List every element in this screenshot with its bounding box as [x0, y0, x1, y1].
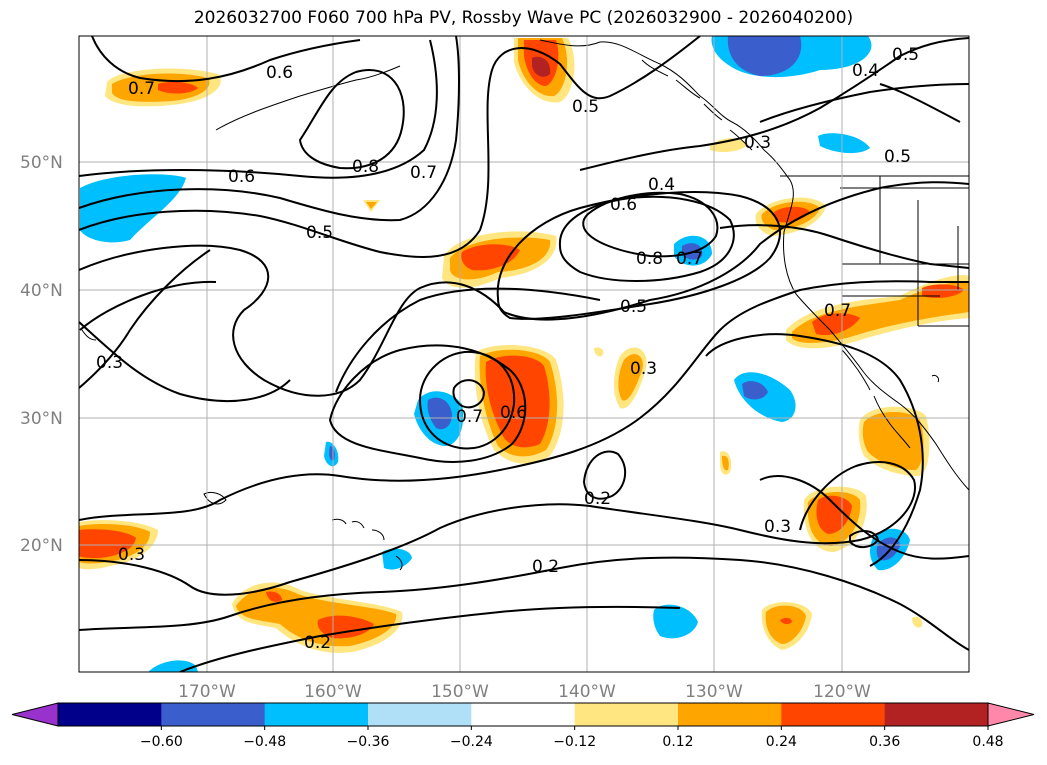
colorbar-tick-label: 0.48: [972, 734, 1003, 750]
colorbar-tick-label: −0.24: [450, 734, 493, 750]
colorbar-tick-label: 0.24: [766, 734, 797, 750]
lat-label-50n: 50°N: [20, 153, 63, 173]
colorbar-bin: [471, 703, 576, 726]
latitude-labels: 50°N 40°N 30°N 20°N: [20, 153, 63, 556]
contour-labels: 0.7 0.6 0.8 0.7 0.6 0.5 0.5 0.4 0.5 0.3 …: [96, 45, 919, 653]
lat-label-30n: 30°N: [20, 409, 63, 429]
lon-label-150w: 150°W: [431, 682, 489, 702]
contour-label: 0.7: [676, 249, 703, 269]
colorbar-bin: [264, 703, 369, 726]
pv-contours: [79, 36, 969, 672]
contour-label: 0.4: [648, 175, 675, 195]
contour-label: 0.5: [884, 147, 911, 167]
plot-area: 0.7 0.6 0.8 0.7 0.6 0.5 0.5 0.4 0.5 0.3 …: [79, 36, 969, 672]
colorbar-tick-label: 0.36: [869, 734, 900, 750]
contour-label: 0.3: [764, 517, 791, 537]
contour-label: 0.7: [410, 163, 437, 183]
colorbar-extend-high: [987, 702, 1035, 727]
contour-label: 0.2: [532, 557, 559, 577]
contour-label: 0.8: [352, 157, 379, 177]
lon-label-160w: 160°W: [304, 682, 362, 702]
colorbar-bin: [58, 703, 162, 726]
contour-label: 0.4: [852, 61, 879, 81]
colorbar-tick-label: −0.36: [347, 734, 390, 750]
contour-label: 0.6: [610, 195, 637, 215]
contour-label: 0.2: [584, 489, 611, 509]
contour-label: 0.5: [892, 45, 919, 65]
colorbar-bin: [884, 703, 989, 726]
contour-label: 0.7: [456, 407, 483, 427]
lon-label-140w: 140°W: [558, 682, 616, 702]
contour-label: 0.6: [266, 63, 293, 83]
filled-anomalies: [79, 36, 969, 672]
contour-label: 0.5: [572, 97, 599, 117]
lon-label-130w: 130°W: [685, 682, 743, 702]
contour-label: 0.5: [620, 297, 647, 317]
colorbar-tick-label: −0.48: [243, 734, 286, 750]
lon-label-170w: 170°W: [178, 682, 236, 702]
lon-label-120w: 120°W: [813, 682, 871, 702]
contour-label: 0.8: [636, 249, 663, 269]
contour-label: 0.3: [630, 359, 657, 379]
colorbar-bin: [161, 703, 266, 726]
map-title: 2026032700 F060 700 hPa PV, Rossby Wave …: [193, 8, 854, 28]
coastlines: [81, 39, 969, 571]
colorbar-tick-label: −0.60: [140, 734, 183, 750]
lat-label-40n: 40°N: [20, 281, 63, 301]
colorbar-frame: [57, 702, 989, 727]
contour-label: 0.5: [306, 223, 333, 243]
colorbar-extend-low: [11, 702, 59, 727]
contour-label: 0.6: [228, 167, 255, 187]
longitude-labels: 170°W 160°W 150°W 140°W 130°W 120°W: [178, 682, 871, 702]
contour-label: 0.3: [744, 133, 771, 153]
contour-label: 0.6: [500, 403, 527, 423]
colorbar-bin: [574, 703, 679, 726]
contour-label: 0.2: [304, 633, 331, 653]
colorbar: −0.60 −0.48 −0.36 −0.24 −0.12 0.12 0.24 0.36 0.4…: [11, 702, 1035, 750]
contour-label: 0.3: [96, 353, 123, 373]
lat-label-20n: 20°N: [20, 536, 63, 556]
contour-label: 0.7: [824, 301, 851, 321]
contour-label: 0.7: [128, 79, 155, 99]
plot-frame: [78, 35, 970, 673]
colorbar-bin: [368, 703, 472, 726]
colorbar-tick-label: 0.12: [662, 734, 693, 750]
gridlines: [79, 36, 969, 672]
colorbar-tick-label: −0.12: [553, 734, 596, 750]
colorbar-bin: [678, 703, 782, 726]
contour-label: 0.3: [118, 545, 145, 565]
colorbar-bin: [781, 703, 886, 726]
